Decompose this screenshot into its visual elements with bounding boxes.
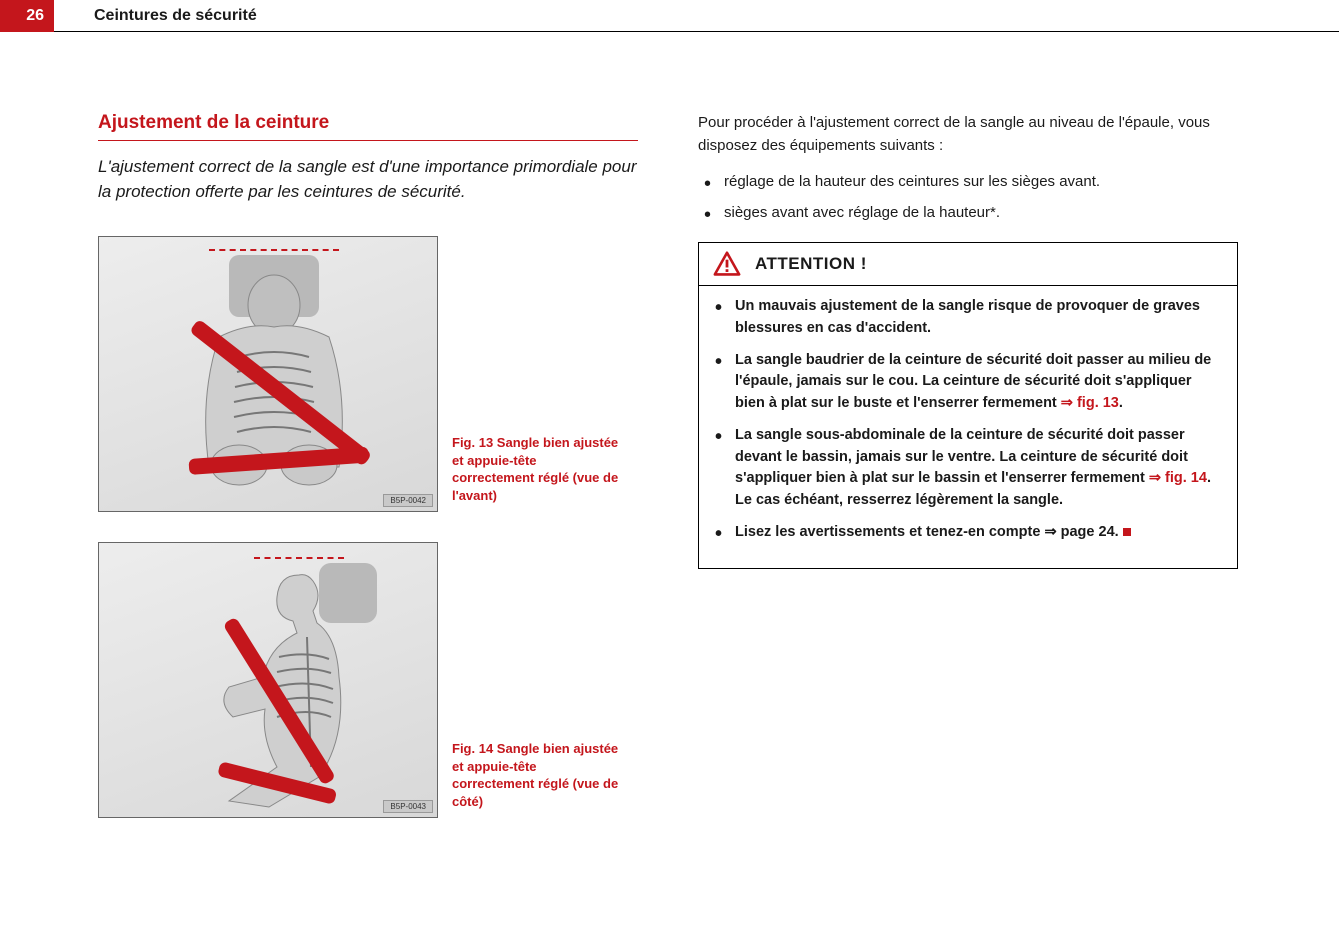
attention-text: La sangle baudrier de la ceinture de séc…	[735, 352, 1211, 412]
attention-body: Un mauvais ajustement de la sangle risqu…	[699, 286, 1237, 568]
figure-13-tag: B5P-0042	[383, 494, 433, 507]
attention-item: La sangle sous-abdominale de la ceinture…	[713, 425, 1223, 512]
figure-14-tag: B5P-0043	[383, 800, 433, 813]
attention-box: ATTENTION ! Un mauvais ajustement de la …	[698, 242, 1238, 569]
figure-14-image: B5P-0043	[98, 542, 438, 818]
equipment-list: réglage de la hauteur des ceintures sur …	[698, 171, 1238, 224]
right-intro-paragraph: Pour procéder à l'ajustement correct de …	[698, 112, 1238, 157]
figure-reference: ⇒ fig. 14	[1149, 470, 1207, 486]
attention-header: ATTENTION !	[699, 243, 1237, 286]
attention-text: La sangle sous-abdominale de la ceinture…	[735, 427, 1188, 487]
attention-item: La sangle baudrier de la ceinture de séc…	[713, 350, 1223, 415]
intro-paragraph: L'ajustement correct de la sangle est d'…	[98, 155, 638, 204]
attention-item: Lisez les avertissements et tenez-en com…	[713, 522, 1223, 544]
figure-14-caption: Fig. 14 Sangle bien ajustée et appuie-tê…	[452, 740, 622, 818]
figure-13-caption: Fig. 13 Sangle bien ajustée et appuie-tê…	[452, 434, 622, 512]
page-number: 26	[0, 0, 54, 32]
attention-text: Lisez les avertissements et tenez-en com…	[735, 524, 1119, 540]
section-heading: Ajustement de la ceinture	[98, 112, 638, 141]
content-area: Ajustement de la ceinture L'ajustement c…	[0, 32, 1339, 848]
guide-line-icon	[209, 249, 339, 251]
guide-line-icon	[254, 557, 344, 559]
end-marker-icon	[1123, 528, 1131, 536]
figure-14-block: B5P-0043 Fig. 14 Sangle bien ajustée et …	[98, 542, 638, 818]
attention-text: .	[1119, 395, 1123, 411]
figure-13-image: B5P-0042	[98, 236, 438, 512]
page-header: 26 Ceintures de sécurité	[0, 0, 1339, 32]
list-item: réglage de la hauteur des ceintures sur …	[698, 171, 1238, 194]
warning-triangle-icon	[713, 251, 741, 277]
attention-item: Un mauvais ajustement de la sangle risqu…	[713, 296, 1223, 340]
left-column: Ajustement de la ceinture L'ajustement c…	[98, 112, 638, 848]
right-column: Pour procéder à l'ajustement correct de …	[698, 112, 1238, 848]
header-title: Ceintures de sécurité	[94, 7, 257, 25]
figure-reference: ⇒ fig. 13	[1061, 395, 1119, 411]
figure-13-block: B5P-0042 Fig. 13 Sangle bien ajustée et …	[98, 236, 638, 512]
attention-title: ATTENTION !	[755, 254, 867, 274]
list-item: sièges avant avec réglage de la hauteur*…	[698, 202, 1238, 225]
